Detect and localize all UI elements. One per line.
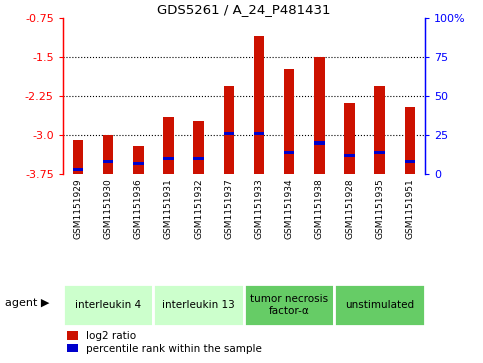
Text: GSM1151934: GSM1151934 (284, 178, 294, 239)
Legend: log2 ratio, percentile rank within the sample: log2 ratio, percentile rank within the s… (63, 327, 266, 358)
Bar (72, 140, 83, 174)
Bar (374, 86, 385, 174)
Bar (154, 284, 244, 326)
Text: interleukin 13: interleukin 13 (162, 300, 235, 310)
Bar (314, 142, 325, 144)
Text: GSM1151931: GSM1151931 (164, 178, 173, 239)
Bar (193, 157, 204, 160)
Title: GDS5261 / A_24_P481431: GDS5261 / A_24_P481431 (157, 3, 331, 16)
Bar (103, 135, 114, 174)
Bar (405, 107, 415, 174)
Text: interleukin 4: interleukin 4 (75, 300, 141, 310)
Text: GSM1151933: GSM1151933 (255, 178, 264, 239)
Bar (344, 103, 355, 174)
Text: GSM1151951: GSM1151951 (405, 178, 414, 239)
Text: GSM1151932: GSM1151932 (194, 178, 203, 239)
Bar (163, 117, 174, 174)
Bar (133, 146, 143, 174)
Text: GSM1151935: GSM1151935 (375, 178, 384, 239)
Bar (133, 162, 143, 165)
Text: GSM1151938: GSM1151938 (315, 178, 324, 239)
Bar (344, 154, 355, 157)
Text: GSM1151928: GSM1151928 (345, 178, 354, 239)
Text: GSM1151936: GSM1151936 (134, 178, 143, 239)
Text: unstimulated: unstimulated (345, 300, 414, 310)
Bar (72, 168, 83, 171)
Text: GSM1151930: GSM1151930 (103, 178, 113, 239)
Bar (63, 284, 154, 326)
Text: agent ▶: agent ▶ (5, 298, 49, 308)
Bar (254, 36, 264, 174)
Bar (314, 57, 325, 174)
Bar (374, 151, 385, 154)
Bar (334, 284, 425, 326)
Bar (193, 121, 204, 174)
Bar (163, 157, 174, 160)
Text: tumor necrosis
factor-α: tumor necrosis factor-α (250, 294, 328, 316)
Bar (224, 132, 234, 135)
Bar (224, 86, 234, 174)
Bar (254, 132, 264, 135)
Bar (284, 151, 295, 154)
Bar (284, 69, 295, 174)
Text: GSM1151929: GSM1151929 (73, 178, 83, 239)
Bar (103, 160, 114, 163)
Text: GSM1151937: GSM1151937 (224, 178, 233, 239)
Bar (405, 160, 415, 163)
Bar (244, 284, 334, 326)
